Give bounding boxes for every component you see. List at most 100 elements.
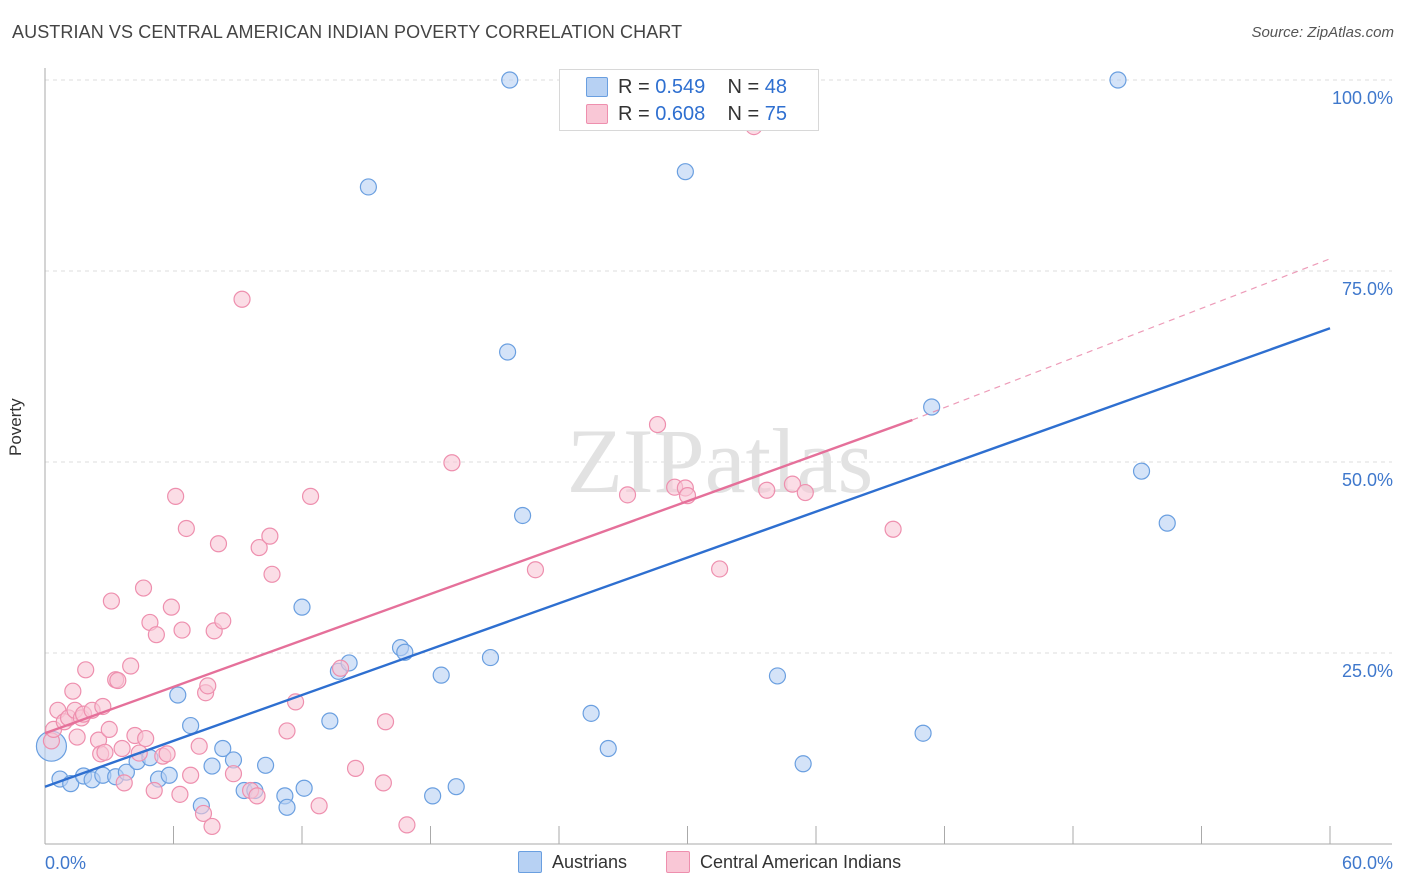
austrians-point (447, 778, 465, 796)
austrians-point (501, 71, 519, 89)
austrians-point (321, 712, 339, 730)
central-american-indians-point (100, 720, 118, 739)
legend-swatch-blue (586, 77, 608, 97)
central-american-indians-point (278, 722, 296, 740)
austrians-point (768, 667, 787, 685)
legend-n-value: 75 (764, 102, 788, 125)
central-american-indians-point (173, 621, 191, 639)
central-american-indians-point (758, 481, 776, 499)
austrians-point (914, 724, 932, 742)
series-swatch-blue (518, 851, 542, 873)
austrians-point (582, 704, 600, 722)
austrians-point (359, 178, 377, 196)
central-american-indians-point (137, 729, 155, 748)
austrians-point (160, 766, 178, 784)
austrians-point (182, 716, 200, 735)
central-american-indians-point (250, 538, 268, 557)
central-american-indians-point (115, 774, 133, 792)
central-american-indians-point (346, 759, 365, 777)
austrians-point (481, 648, 500, 667)
tick-labels: 25.0% 50.0% 75.0% 100.0% 0.0% 60.0% (45, 88, 1393, 873)
austrians-point (676, 163, 694, 181)
austrians-point (203, 757, 221, 775)
central-american-indians-point (711, 560, 729, 578)
legend-n-label: N = (727, 75, 765, 98)
austrians-point (513, 506, 532, 525)
austrians-point (432, 666, 450, 684)
chart-title: AUSTRIAN VS CENTRAL AMERICAN INDIAN POVE… (12, 22, 683, 42)
austrians-point (1158, 514, 1176, 532)
correlation-legend: R = 0.549 N = 48 R = 0.608 N = 75 (559, 69, 819, 131)
austrians-trend-line (44, 327, 1331, 788)
central-american-indians-point (783, 475, 802, 493)
austrians-point (293, 598, 311, 616)
central-american-indians-point (261, 527, 279, 545)
austrians-point (214, 739, 232, 758)
y-tick-label: 25.0% (1342, 661, 1393, 681)
austrians-point (169, 686, 187, 704)
legend-r-label: R = (618, 102, 656, 125)
series-legend: Austrians Central American Indians (0, 851, 1406, 877)
trend-extension-dashed (912, 258, 1331, 421)
central-american-indians-point (64, 682, 82, 700)
central-american-indians-point (331, 659, 350, 677)
series-legend-label: Central American Indians (700, 851, 902, 872)
austrians-point (794, 755, 812, 773)
austrians-point (1132, 462, 1151, 480)
central-american-indians-point (96, 743, 114, 761)
legend-swatch-pink (586, 104, 608, 124)
central-american-indians-point (301, 487, 320, 505)
central-american-indians-point (374, 774, 392, 792)
central-american-indians-point (209, 535, 228, 553)
central-american-indians-point (147, 626, 165, 644)
central-american-indians-point (376, 713, 395, 731)
austrians-point (1109, 71, 1127, 89)
y-tick-label: 100.0% (1332, 88, 1393, 108)
legend-n-value: 48 (764, 75, 788, 98)
central-american-indians-point (134, 579, 153, 597)
central-american-indians-point (310, 797, 328, 815)
central-american-indians-point (194, 804, 213, 823)
series-swatch-pink (666, 851, 690, 873)
central-american-indians-point (113, 739, 131, 758)
central-american-indians-point (145, 781, 163, 800)
y-tick-label: 75.0% (1342, 279, 1393, 299)
central-american-indians-point (177, 519, 195, 538)
central-american-indians-point (443, 454, 461, 472)
austrians-point (256, 756, 275, 774)
legend-n-label: N = (727, 102, 765, 125)
austrians-point (923, 398, 941, 416)
legend-r-label: R = (618, 75, 656, 98)
austrians-point (295, 779, 313, 797)
x-tick-label: 60.0% (1342, 853, 1393, 873)
watermark: ZIPatlas (567, 410, 874, 512)
legend-r-value: 0.549 (655, 75, 706, 98)
central-american-indians-point (162, 598, 180, 616)
central-american-indians-point (68, 728, 86, 746)
central-american-indians-trend-line (44, 418, 913, 735)
x-tick-label: 0.0% (45, 853, 86, 873)
central-american-indians-point (248, 787, 266, 805)
central-american-indians-point (109, 671, 127, 690)
central-american-indians-point (158, 745, 176, 763)
series-legend-label: Austrians (552, 851, 628, 872)
central-american-indians-point (190, 737, 208, 755)
central-american-indians-point (199, 677, 217, 695)
series-legend-central-american-indians[interactable]: Central American Indians (666, 851, 901, 873)
austrians-point (424, 787, 442, 805)
central-american-indians-point (182, 766, 200, 784)
legend-r-value: 0.608 (655, 102, 706, 125)
series-legend-austrians[interactable]: Austrians (518, 851, 627, 873)
austrians-point (499, 343, 517, 361)
central-american-indians-point (233, 290, 251, 308)
central-american-indians-point (102, 592, 120, 610)
central-american-indians-point (77, 661, 95, 679)
trend-lines (44, 258, 1331, 788)
central-american-indians-point (203, 817, 221, 836)
source-label: Source: ZipAtlas.com (1251, 24, 1394, 41)
austrians-point (278, 798, 296, 816)
central-american-indians-point (648, 415, 667, 434)
y-axis-label: Poverty (6, 398, 25, 456)
austrians-point (599, 739, 617, 758)
